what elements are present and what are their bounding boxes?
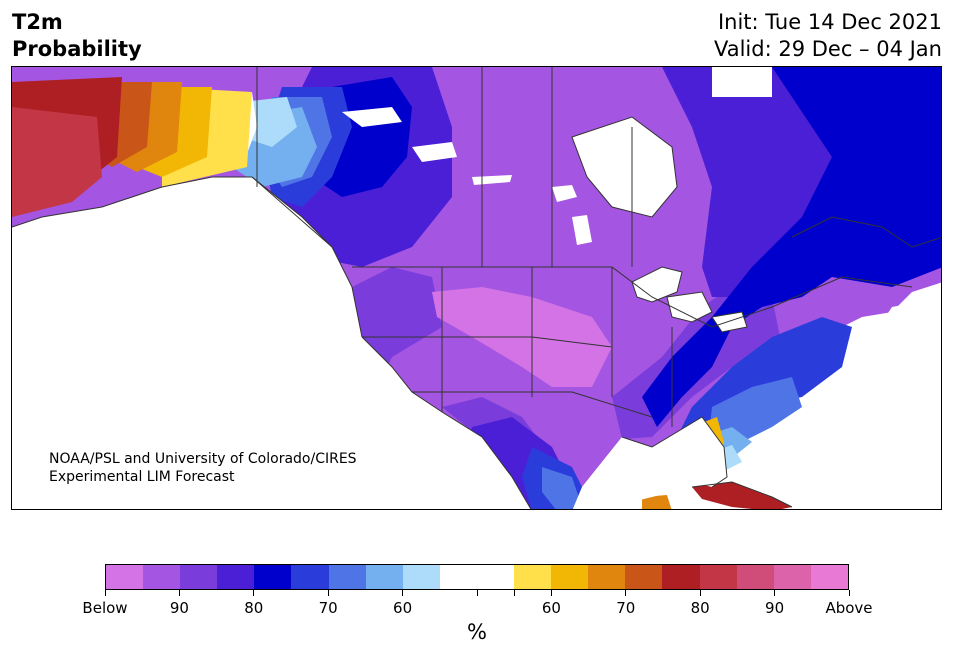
colorbar-tick-label: Above: [825, 599, 873, 617]
map-title: T2m Probability: [12, 9, 142, 63]
colorbar-segment: [106, 565, 144, 589]
colorbar-tick-label: 70: [318, 599, 338, 617]
probability-map: [11, 66, 942, 510]
credit-text: NOAA/PSL and University of Colorado/CIRE…: [49, 450, 357, 486]
colorbar-tick: [178, 590, 180, 596]
arctic-water: [342, 107, 577, 202]
colorbar-tick-label: 70: [616, 599, 636, 617]
colorbar-tick: [699, 590, 701, 596]
zone-sky: [232, 107, 752, 462]
zone-above-rose: [12, 107, 102, 217]
colorbar-segment: [588, 565, 626, 589]
colorbar-tick: [402, 590, 404, 596]
colorbar-segment: [217, 565, 255, 589]
colorbar-segment: [551, 565, 589, 589]
colorbar-tick-label: 80: [690, 599, 710, 617]
colorbar-tick: [327, 590, 329, 596]
colorbar-tick: [848, 590, 850, 596]
colorbar-tick-label: 90: [169, 599, 189, 617]
colorbar-segment: [328, 565, 366, 589]
colorbar-tick: [513, 590, 515, 596]
valid-dates: Valid: 29 Dec – 04 Jan: [713, 37, 942, 61]
colorbar-tick: [550, 590, 552, 596]
open-ocean-east: [712, 67, 941, 509]
forecast-dates: Init: Tue 14 Dec 2021 Valid: 29 Dec – 04…: [714, 9, 942, 63]
colorbar-segment: [810, 565, 848, 589]
zone-blue: [262, 87, 852, 509]
colorbar-tick: [476, 590, 478, 596]
open-ocean-west: [12, 177, 531, 509]
zone-below-60: [307, 67, 941, 427]
zone-light-blue: [262, 97, 802, 509]
colorbar-segment: [625, 565, 663, 589]
colorbar-tick: [625, 590, 627, 596]
colorbar-tick: [774, 590, 776, 596]
great-lakes: [631, 266, 748, 333]
colorbar-segment: [143, 565, 181, 589]
colorbar-segment: [402, 565, 440, 589]
colorbar-segment: [773, 565, 811, 589]
colorbar-segment: [736, 565, 774, 589]
colorbar-tick: [104, 590, 106, 596]
colorbar-segment: [476, 565, 515, 589]
political-boundaries: [12, 67, 941, 509]
colorbar-tick-label: 90: [765, 599, 785, 617]
colorbar-tick: [253, 590, 255, 596]
colorbar-segment: [699, 565, 737, 589]
title-line-1: T2m: [12, 10, 63, 34]
colorbar-tick-label: 60: [393, 599, 413, 617]
colorbar-segment: [662, 565, 700, 589]
zone-below-70: [272, 67, 941, 509]
colorbar: [105, 564, 849, 590]
init-date: Init: Tue 14 Dec 2021: [717, 10, 942, 34]
colorbar-segment: [254, 565, 292, 589]
hudson-bay: [571, 116, 678, 218]
map-canvas: [12, 67, 941, 509]
colorbar-tick-label: 80: [244, 599, 264, 617]
credit-line-2: Experimental LIM Forecast: [49, 469, 235, 485]
colorbar-segment: [291, 565, 329, 589]
gulf-of-mexico: [572, 417, 727, 509]
colorbar-segment: [365, 565, 403, 589]
colorbar-tick-label: 60: [541, 599, 561, 617]
title-line-2: Probability: [12, 37, 142, 61]
credit-line-1: NOAA/PSL and University of Colorado/CIRE…: [49, 451, 357, 467]
colorbar-unit: %: [467, 620, 487, 644]
colorbar-segment: [439, 565, 477, 589]
colorbar-tick-label: Below: [82, 599, 128, 617]
zone-below-80: [302, 267, 782, 477]
cuba: [692, 482, 792, 509]
colorbar-segment: [180, 565, 218, 589]
island-south: [642, 495, 672, 509]
lake-winnipeg: [572, 215, 592, 245]
colorbar-segment: [514, 565, 552, 589]
